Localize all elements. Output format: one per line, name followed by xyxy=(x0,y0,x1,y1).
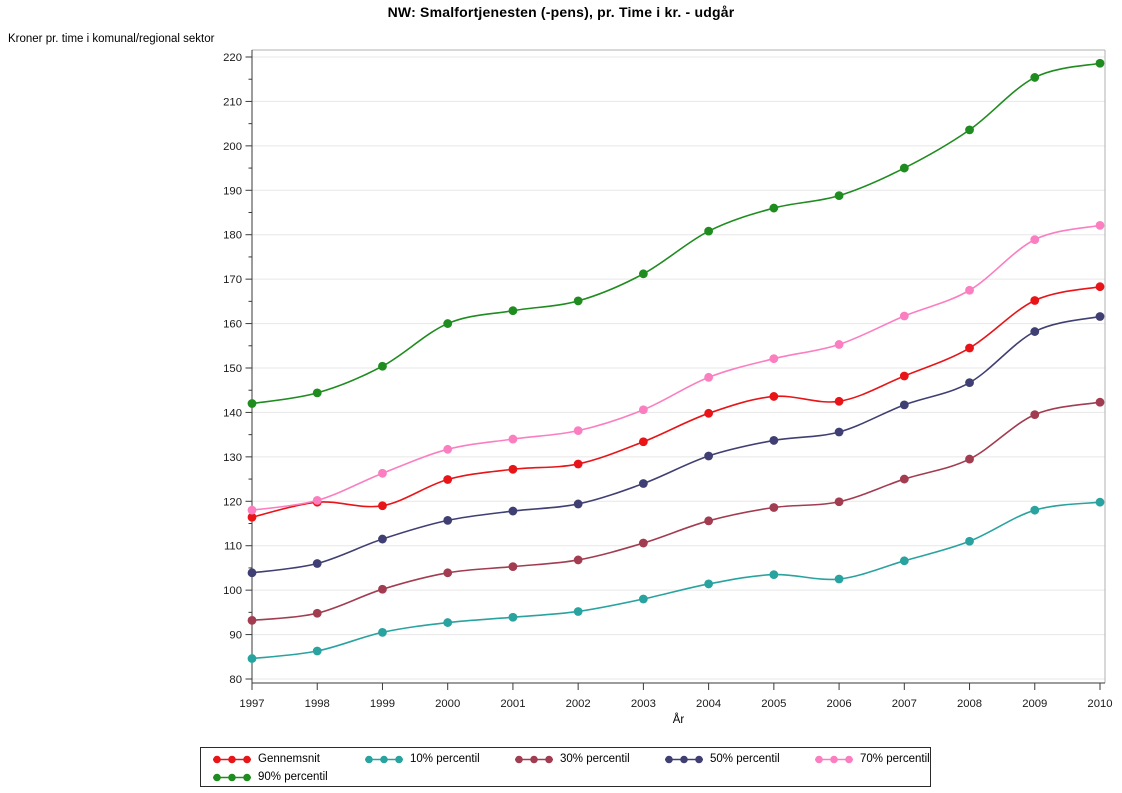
legend-label: 30% percentil xyxy=(560,753,630,765)
svg-text:200: 200 xyxy=(223,141,242,153)
svg-text:150: 150 xyxy=(223,363,242,375)
svg-text:2002: 2002 xyxy=(566,698,591,710)
legend-label: Gennemsnit xyxy=(258,753,321,765)
line-marker-icon xyxy=(365,755,403,764)
line-marker-icon xyxy=(815,755,853,764)
svg-text:90: 90 xyxy=(229,630,242,642)
svg-text:180: 180 xyxy=(223,230,242,242)
svg-text:220: 220 xyxy=(223,52,242,64)
legend-label: 10% percentil xyxy=(410,753,480,765)
legend-item: 10% percentil xyxy=(365,753,515,765)
svg-text:2000: 2000 xyxy=(435,698,460,710)
svg-text:2010: 2010 xyxy=(1087,698,1112,710)
legend-label: 90% percentil xyxy=(258,771,328,783)
legend-label: 70% percentil xyxy=(860,753,930,765)
svg-text:80: 80 xyxy=(229,674,242,686)
svg-text:2006: 2006 xyxy=(827,698,852,710)
line-marker-icon xyxy=(213,755,251,764)
svg-text:210: 210 xyxy=(223,96,242,108)
svg-text:140: 140 xyxy=(223,407,242,419)
legend-item: 90% percentil xyxy=(213,771,365,783)
svg-text:2003: 2003 xyxy=(631,698,656,710)
legend-item: 50% percentil xyxy=(665,753,815,765)
svg-text:100: 100 xyxy=(223,585,242,597)
svg-text:110: 110 xyxy=(224,541,242,553)
line-marker-icon xyxy=(515,755,553,764)
svg-text:130: 130 xyxy=(223,452,242,464)
svg-text:1997: 1997 xyxy=(239,698,264,710)
legend-item: Gennemsnit xyxy=(213,753,365,765)
legend-item: 30% percentil xyxy=(515,753,665,765)
svg-text:160: 160 xyxy=(223,319,242,331)
legend: Gennemsnit 10% percentil 30% percentil 5… xyxy=(200,747,931,787)
line-marker-icon xyxy=(213,773,251,782)
legend-label: 50% percentil xyxy=(710,753,780,765)
svg-text:120: 120 xyxy=(223,496,242,508)
svg-text:1998: 1998 xyxy=(305,698,330,710)
chart-title: NW: Smalfortjenesten (-pens), pr. Time i… xyxy=(387,4,735,20)
svg-text:2001: 2001 xyxy=(500,698,525,710)
svg-text:2004: 2004 xyxy=(696,698,721,710)
svg-text:1999: 1999 xyxy=(370,698,395,710)
y-axis-title: Kroner pr. time i komunal/regional sekto… xyxy=(8,33,215,45)
svg-text:2005: 2005 xyxy=(761,698,786,710)
legend-item: 70% percentil xyxy=(815,753,944,765)
svg-text:2009: 2009 xyxy=(1022,698,1047,710)
svg-text:170: 170 xyxy=(223,274,242,286)
line-marker-icon xyxy=(665,755,703,764)
svg-text:190: 190 xyxy=(223,185,242,197)
svg-text:2007: 2007 xyxy=(892,698,917,710)
x-axis-title: År xyxy=(672,714,685,726)
svg-text:2008: 2008 xyxy=(957,698,982,710)
